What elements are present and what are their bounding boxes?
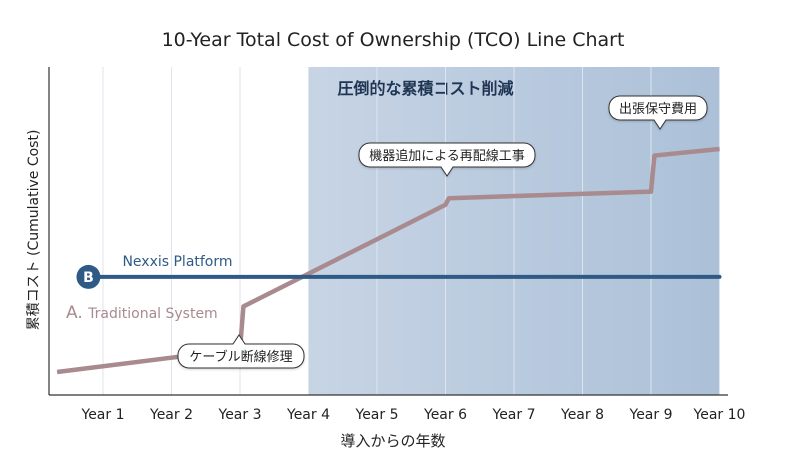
series-marker-b-text: B (83, 270, 94, 286)
annotation-callout: 機器追加による再配線工事 (358, 142, 536, 177)
series-label-traditional-system: A. Traditional System (66, 303, 218, 323)
annotation-text: ケーブル断線修理 (189, 349, 292, 365)
x-axis-label: 導入からの年数 (340, 432, 445, 450)
x-tick-label: Year 8 (560, 407, 604, 423)
x-tick-label: Year 9 (629, 407, 673, 423)
x-tick-labels: Year 1 Year 2 Year 3 Year 4 Year 5 Year 6 Year… (81, 407, 746, 423)
x-tick-label: Year 6 (423, 407, 467, 423)
x-tick-label: Year 7 (492, 407, 536, 423)
cost-reduction-label: 圧倒的な累積コスト削減 (337, 79, 513, 98)
x-tick-label: Year 2 (149, 407, 193, 423)
annotation-layer: ケーブル断線修理 機器追加による再配線工事 出張保守費用 (177, 95, 708, 369)
series-marker-b (76, 264, 101, 289)
annotation-callout: ケーブル断線修理 (177, 334, 305, 369)
series-label-nexxis-platform: Nexxis Platform (122, 254, 232, 270)
annotation-bubble (608, 95, 708, 130)
annotation-callout: 出張保守費用 (608, 95, 708, 130)
annotation-text: 出張保守費用 (619, 102, 697, 117)
x-tick-label: Year 4 (286, 407, 330, 423)
x-tick-label: Year 1 (81, 407, 125, 423)
chart-title: 10-Year Total Cost of Ownership (TCO) Li… (162, 29, 625, 51)
x-tick-label: Year 3 (218, 407, 262, 423)
x-tick-label: Year 10 (693, 407, 746, 423)
annotation-text: 機器追加による再配線工事 (369, 148, 525, 164)
annotation-bubble (177, 334, 305, 369)
x-tick-label: Year 5 (355, 407, 399, 423)
gridlines-layer (102, 67, 720, 395)
y-axis-label: 累積コスト (Cumulative Cost) (26, 130, 42, 331)
annotation-bubble (358, 142, 536, 177)
